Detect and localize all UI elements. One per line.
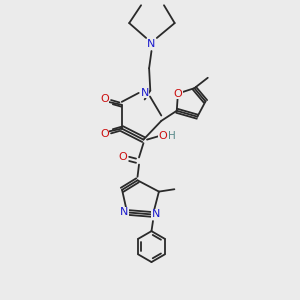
Text: H: H: [168, 131, 176, 141]
Text: N: N: [140, 88, 149, 98]
Text: O: O: [174, 88, 182, 98]
Text: N: N: [152, 209, 160, 220]
Text: O: O: [158, 131, 167, 141]
Text: N: N: [147, 40, 156, 50]
Text: O: O: [100, 129, 109, 139]
Text: N: N: [120, 207, 128, 218]
Text: O: O: [118, 152, 127, 162]
Text: O: O: [100, 94, 109, 104]
